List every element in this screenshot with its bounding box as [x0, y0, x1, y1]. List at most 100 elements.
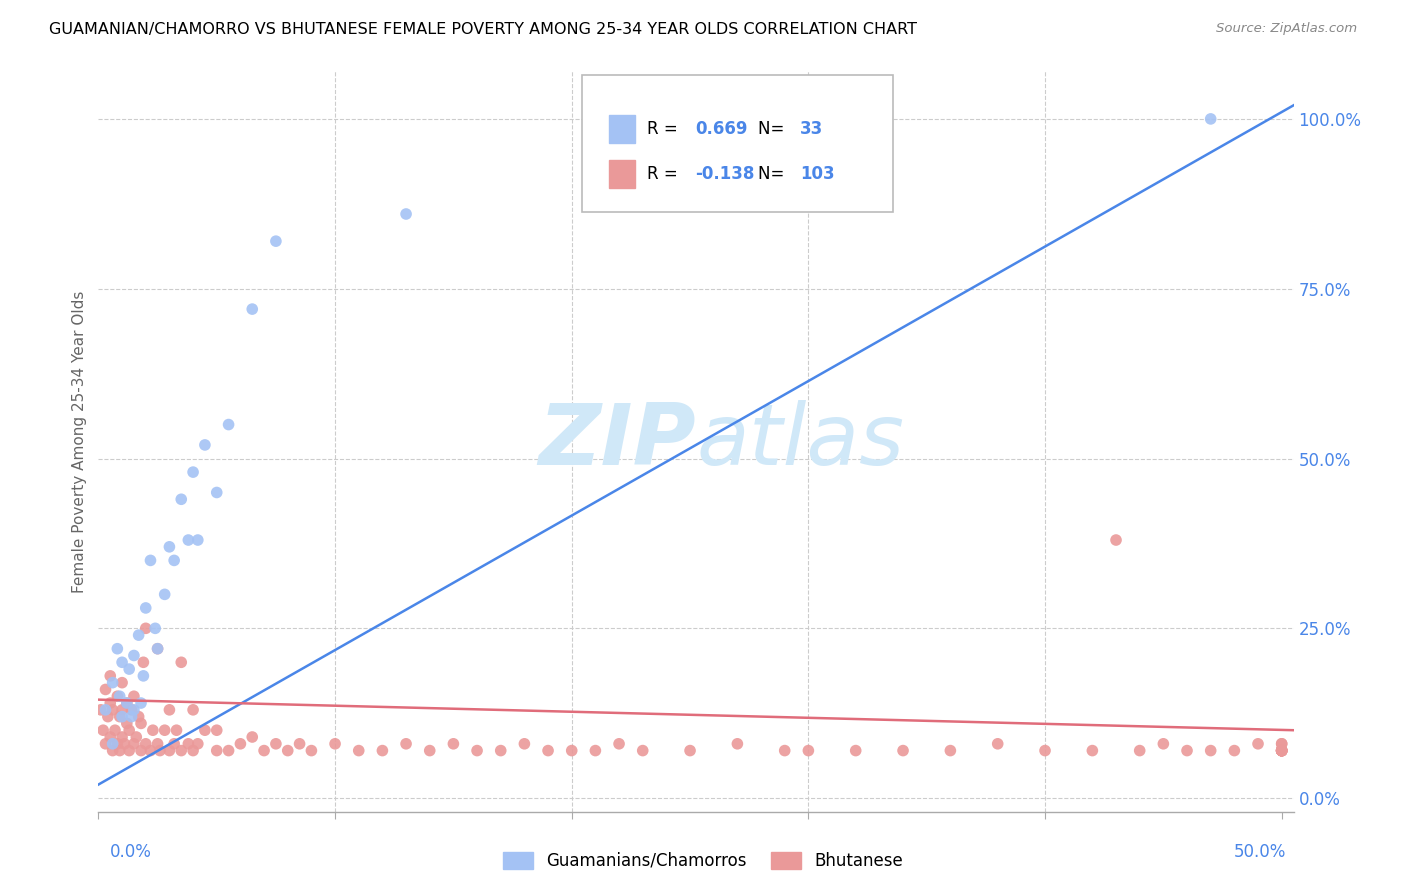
Point — [101, 743, 124, 757]
Point — [128, 709, 150, 723]
Point — [135, 621, 157, 635]
Point — [264, 737, 287, 751]
FancyBboxPatch shape — [582, 75, 893, 212]
Point — [240, 730, 263, 744]
Point — [277, 743, 299, 757]
Point — [105, 737, 128, 751]
Point — [98, 696, 121, 710]
Point — [194, 438, 217, 452]
Point — [129, 743, 152, 757]
Point — [94, 737, 117, 751]
Point — [128, 628, 150, 642]
Point — [94, 682, 117, 697]
Point — [1247, 737, 1270, 751]
Point — [177, 737, 200, 751]
Point — [395, 737, 418, 751]
Text: 103: 103 — [800, 165, 835, 183]
Point — [121, 709, 143, 723]
Text: R =: R = — [647, 120, 683, 138]
Text: ZIP: ZIP — [538, 400, 696, 483]
Point — [163, 553, 186, 567]
Point — [240, 302, 263, 317]
Point — [371, 743, 394, 757]
Point — [135, 737, 157, 751]
Point — [1033, 743, 1056, 757]
Point — [419, 743, 441, 757]
Point — [205, 485, 228, 500]
Point — [111, 709, 134, 723]
Point — [1271, 743, 1294, 757]
Point — [146, 737, 169, 751]
Point — [187, 533, 209, 547]
Point — [129, 696, 152, 710]
Point — [725, 737, 748, 751]
Text: N=: N= — [758, 165, 790, 183]
Point — [111, 730, 134, 744]
Bar — [609, 115, 636, 143]
Point — [218, 417, 240, 432]
Point — [441, 737, 464, 751]
Point — [157, 703, 180, 717]
Point — [1152, 737, 1174, 751]
Text: 0.669: 0.669 — [695, 120, 747, 138]
Point — [105, 641, 128, 656]
Point — [1199, 743, 1222, 757]
Point — [465, 743, 488, 757]
Point — [1271, 743, 1294, 757]
Point — [122, 648, 145, 663]
Point — [115, 696, 138, 710]
Point — [1105, 533, 1128, 547]
Point — [1175, 743, 1198, 757]
Point — [1271, 743, 1294, 757]
Point — [583, 743, 606, 757]
Point — [139, 743, 162, 757]
Point — [194, 723, 217, 738]
Point — [1271, 743, 1294, 757]
Point — [122, 737, 145, 751]
Point — [181, 703, 204, 717]
Point — [218, 743, 240, 757]
Point — [101, 737, 124, 751]
Point — [1271, 737, 1294, 751]
Point — [101, 675, 124, 690]
Point — [115, 696, 138, 710]
Point — [142, 723, 165, 738]
Point — [125, 730, 148, 744]
Point — [122, 690, 145, 704]
Point — [1223, 743, 1246, 757]
Point — [157, 540, 180, 554]
Point — [797, 743, 820, 757]
Text: R =: R = — [647, 165, 683, 183]
Point — [489, 743, 512, 757]
Point — [111, 655, 134, 669]
Point — [181, 743, 204, 757]
Text: atlas: atlas — [696, 400, 904, 483]
Point — [132, 655, 155, 669]
Point — [513, 737, 536, 751]
Y-axis label: Female Poverty Among 25-34 Year Olds: Female Poverty Among 25-34 Year Olds — [72, 291, 87, 592]
Point — [163, 737, 186, 751]
Point — [177, 533, 200, 547]
Point — [115, 716, 138, 731]
Point — [323, 737, 346, 751]
Point — [631, 743, 654, 757]
Point — [939, 743, 962, 757]
Point — [170, 655, 193, 669]
Point — [537, 743, 560, 757]
Point — [395, 207, 418, 221]
Point — [205, 723, 228, 738]
Point — [166, 723, 188, 738]
Point — [845, 743, 868, 757]
Bar — [609, 160, 636, 188]
Point — [153, 723, 176, 738]
Point — [118, 743, 141, 757]
Point — [205, 743, 228, 757]
Text: 33: 33 — [800, 120, 823, 138]
Text: Source: ZipAtlas.com: Source: ZipAtlas.com — [1216, 22, 1357, 36]
Point — [187, 737, 209, 751]
Text: 0.0%: 0.0% — [110, 843, 152, 861]
Point — [143, 621, 166, 635]
Point — [1271, 743, 1294, 757]
Point — [91, 723, 114, 738]
Point — [253, 743, 276, 757]
